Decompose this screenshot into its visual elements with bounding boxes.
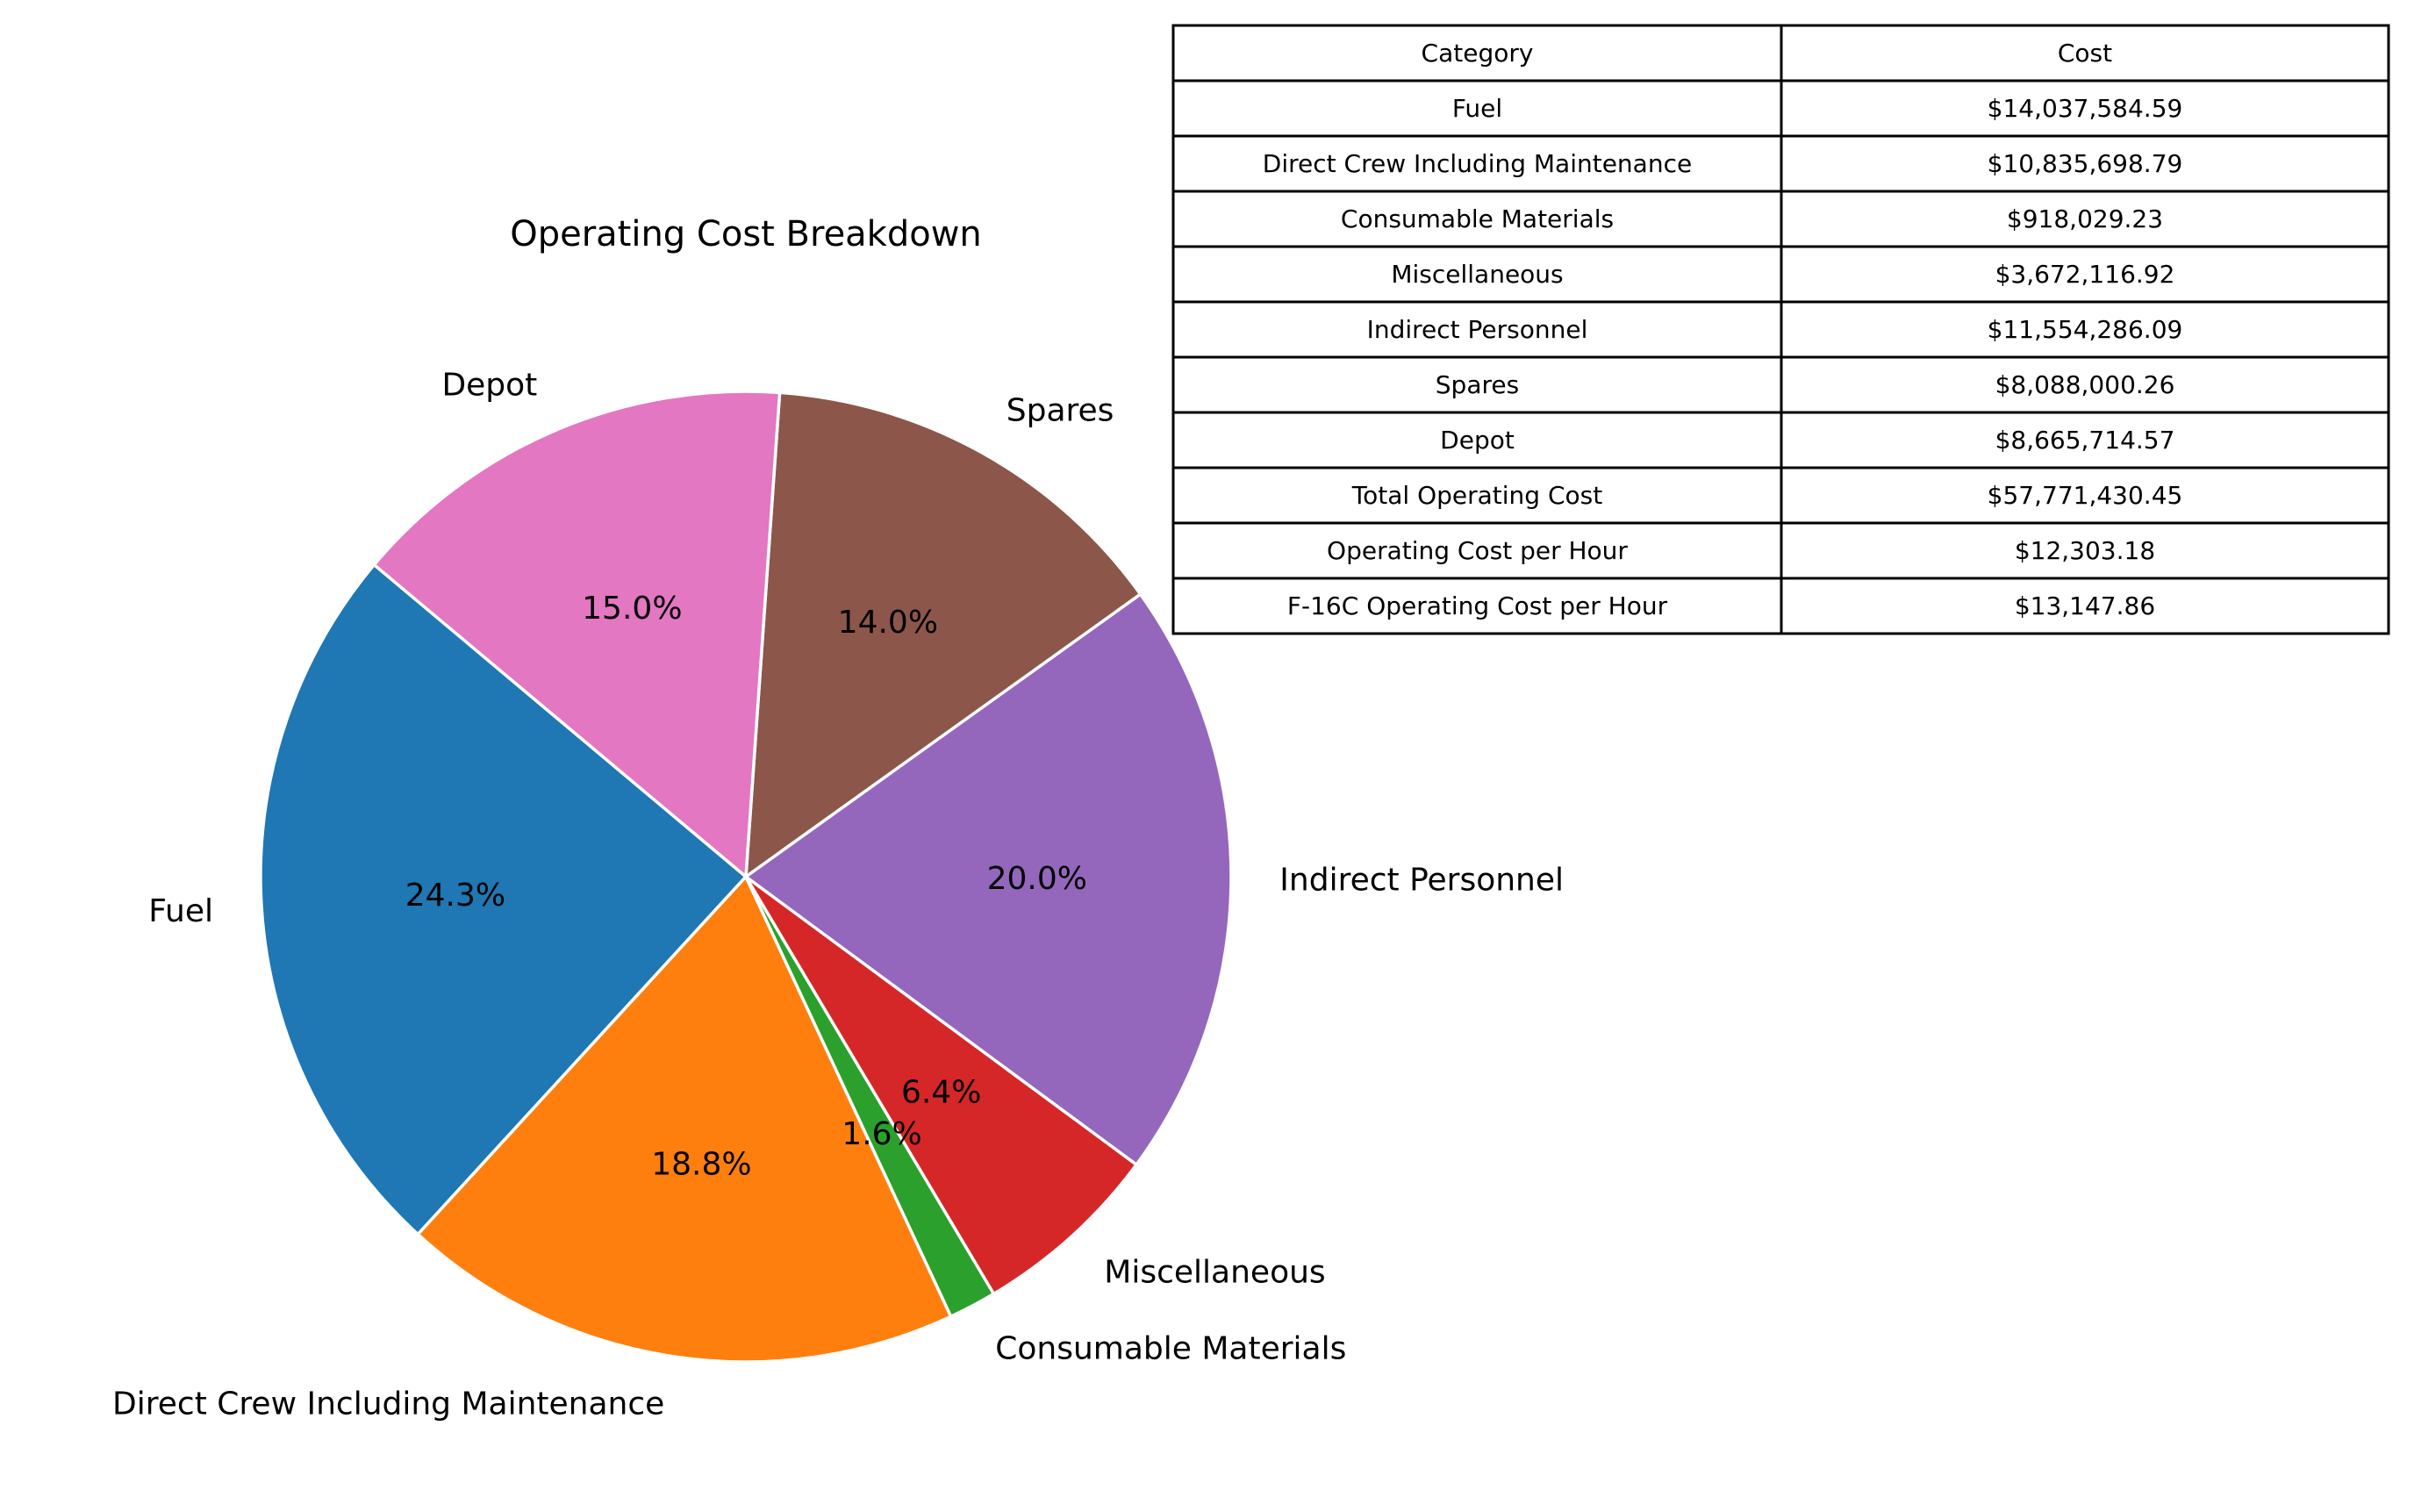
percent-label: 18.8% xyxy=(651,1146,751,1182)
pie-wedges xyxy=(259,390,1233,1364)
cell-cost: $12,303.18 xyxy=(2015,536,2155,565)
wedge-spares xyxy=(744,391,1143,878)
cell-cost: $8,088,000.26 xyxy=(1995,370,2175,399)
table-header-row: Category Cost xyxy=(1171,24,2390,82)
cell-category: Fuel xyxy=(1452,94,1502,123)
table-cell xyxy=(1780,134,2390,193)
slice-label: Consumable Materials xyxy=(995,1330,1346,1366)
cell-category: Direct Crew Including Maintenance xyxy=(1263,149,1692,178)
cell-cost: $11,554,286.09 xyxy=(1988,315,2183,344)
cell-cost: $14,037,584.59 xyxy=(1988,94,2183,123)
table-row: Total Operating Cost $57,771,430.45 xyxy=(1171,466,2390,525)
percent-label: 24.3% xyxy=(405,878,505,914)
slice-label: Fuel xyxy=(148,893,213,929)
cell-cost: $57,771,430.45 xyxy=(1988,481,2183,510)
cell-category: Indirect Personnel xyxy=(1367,315,1588,344)
wedge-direct-crew-including-maintenance xyxy=(416,875,953,1364)
table-cell xyxy=(1171,134,1783,193)
cell-category: F-16C Operating Cost per Hour xyxy=(1287,591,1668,620)
percent-label: 14.0% xyxy=(838,605,938,641)
cell-cost: $8,665,714.57 xyxy=(1995,426,2175,455)
pie-labels: Fuel 24.3% Direct Crew Including Maintenan… xyxy=(112,368,1564,1422)
wedge-miscellaneous xyxy=(744,875,1138,1296)
cell-category: Depot xyxy=(1440,426,1515,455)
table-row: Depot $8,665,714.57 xyxy=(1171,411,2390,469)
slice-label: Spares xyxy=(1006,393,1114,429)
slice-label: Indirect Personnel xyxy=(1279,863,1564,899)
cell-category: Spares xyxy=(1436,370,1519,399)
table-row: Spares $8,088,000.26 xyxy=(1171,355,2390,414)
cell-category: Total Operating Cost xyxy=(1351,481,1602,510)
slice-label: Miscellaneous xyxy=(1104,1254,1325,1290)
table-row: Fuel $14,037,584.59 xyxy=(1171,79,2390,138)
slice-label: Direct Crew Including Maintenance xyxy=(112,1387,664,1422)
percent-label: 20.0% xyxy=(987,861,1087,897)
table-cell xyxy=(1780,577,2390,635)
table-row: Miscellaneous $3,672,116.92 xyxy=(1171,245,2390,304)
wedge-indirect-personnel xyxy=(744,592,1233,1166)
table-cell xyxy=(1780,190,2390,248)
table-cell xyxy=(1171,577,1783,635)
percent-label: 1.6% xyxy=(842,1116,921,1152)
percent-label: 15.0% xyxy=(582,591,682,627)
table-cell xyxy=(1171,411,1783,469)
slice-label: Depot xyxy=(441,368,537,404)
table-row: F-16C Operating Cost per Hour $13,147.86 xyxy=(1171,577,2390,635)
table-cell xyxy=(1171,190,1783,248)
wedge-fuel xyxy=(259,563,748,1236)
cell-category: Miscellaneous xyxy=(1391,260,1563,289)
table-row: Direct Crew Including Maintenance $10,835… xyxy=(1171,134,2390,193)
table-row: Consumable Materials $918,029.23 xyxy=(1171,190,2390,248)
cell-cost: $13,147.86 xyxy=(2015,591,2155,620)
table-cell xyxy=(1780,300,2390,359)
table-row: Indirect Personnel $11,554,286.09 xyxy=(1171,300,2390,359)
header-category: Category xyxy=(1422,39,1534,68)
header-cost: Cost xyxy=(2058,39,2112,68)
wedge-depot xyxy=(372,390,782,878)
cost-table: Category Cost Fuel $14,037,584.59 Direct Cre… xyxy=(1171,24,2390,635)
table-cell xyxy=(1780,411,2390,469)
table-cell xyxy=(1780,355,2390,414)
cell-category: Operating Cost per Hour xyxy=(1327,536,1628,565)
cell-cost: $10,835,698.79 xyxy=(1988,149,2183,178)
cell-cost: $3,672,116.92 xyxy=(1995,260,2175,289)
cell-cost: $918,029.23 xyxy=(2007,204,2163,233)
table-cell xyxy=(1171,245,1783,304)
table-cell xyxy=(1171,355,1783,414)
table-row: Operating Cost per Hour $12,303.18 xyxy=(1171,521,2390,580)
table-cell xyxy=(1171,300,1783,359)
chart-title: Operating Cost Breakdown xyxy=(510,214,982,254)
cell-category: Consumable Materials xyxy=(1341,204,1614,233)
percent-label: 6.4% xyxy=(901,1074,981,1110)
